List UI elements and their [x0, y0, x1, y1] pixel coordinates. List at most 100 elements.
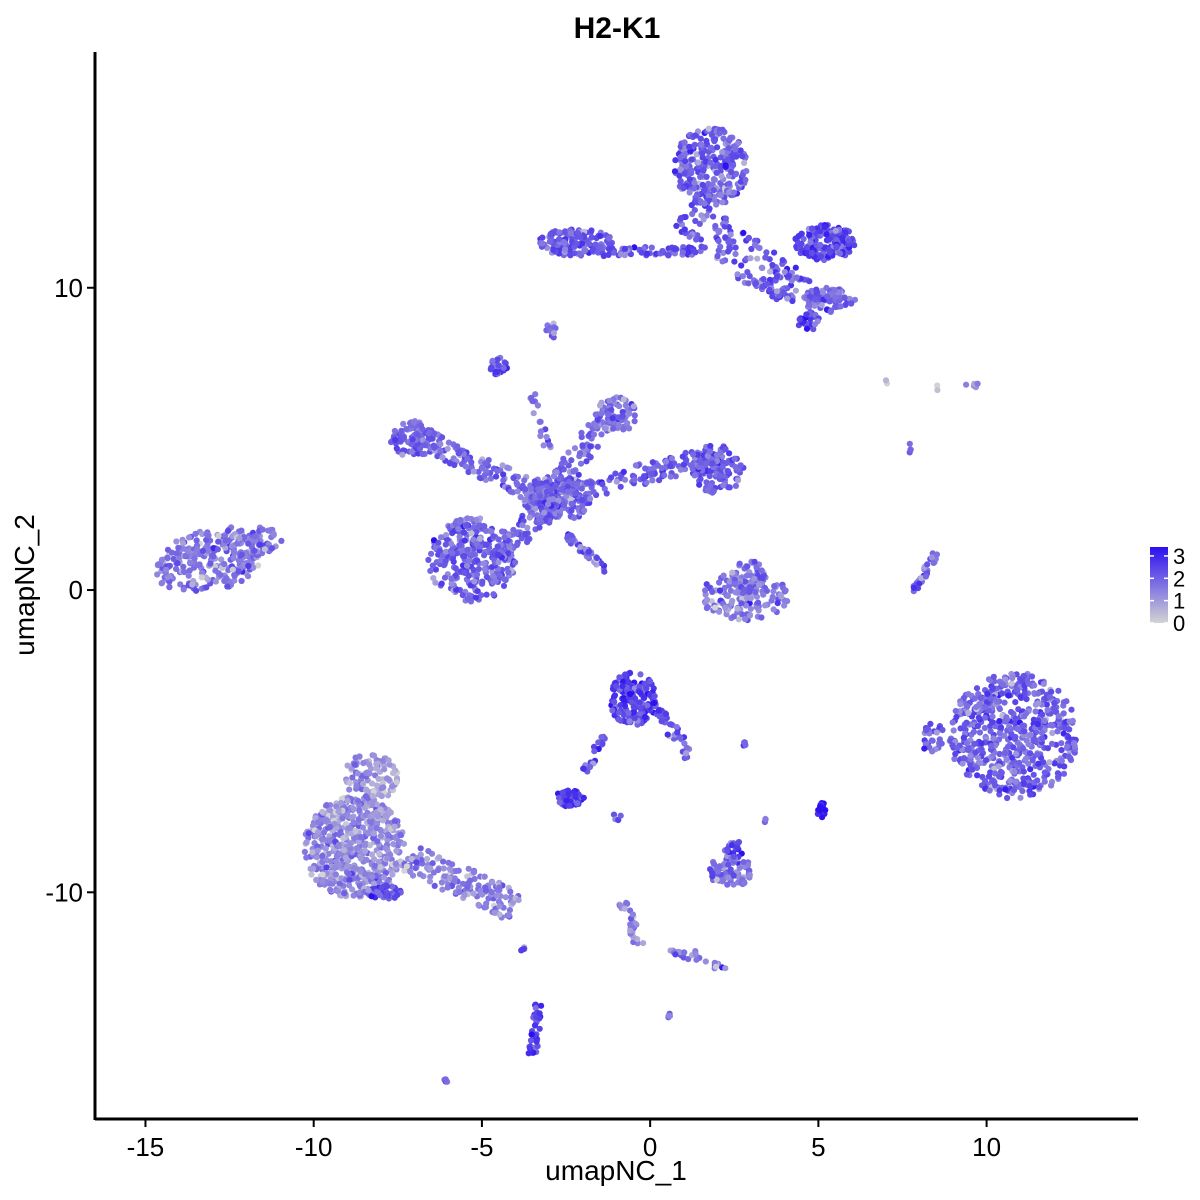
scatter-point: [784, 598, 791, 605]
scatter-point: [762, 816, 769, 823]
scatter-point: [1031, 682, 1038, 689]
scatter-point: [490, 551, 497, 558]
scatter-point: [497, 572, 504, 579]
color-legend-bar: [1150, 547, 1168, 623]
scatter-point: [192, 530, 199, 538]
scatter-point: [1020, 672, 1027, 680]
scatter-point: [706, 205, 713, 212]
scatter-point: [344, 762, 351, 769]
scatter-point: [806, 278, 813, 285]
scatter-point: [1004, 794, 1011, 802]
scatter-point: [649, 477, 656, 484]
scatter-point: [823, 231, 830, 238]
scatter-point: [672, 473, 679, 480]
scatter-point: [1058, 740, 1065, 747]
scatter-point: [795, 233, 802, 240]
scatter-point: [583, 458, 590, 465]
scatter-point: [166, 583, 173, 590]
scatter-point: [598, 431, 605, 438]
scatter-point: [755, 582, 763, 589]
scatter-point: [845, 237, 852, 244]
scatter-point: [1054, 728, 1061, 735]
scatter-point: [697, 173, 704, 180]
scatter-point: [986, 787, 993, 794]
scatter-point: [1008, 708, 1015, 716]
scatter-point: [746, 871, 753, 879]
scatter-point: [180, 563, 187, 570]
scatter-point: [725, 238, 732, 245]
scatter-point: [564, 533, 571, 540]
scatter-point: [805, 301, 813, 308]
scatter-point: [205, 547, 212, 554]
scatter-point: [759, 283, 766, 290]
scatter-point: [923, 727, 930, 734]
scatter-point: [470, 566, 477, 574]
scatter-point: [391, 823, 398, 830]
scatter-point: [590, 488, 597, 495]
scatter-point: [519, 522, 526, 529]
scatter-point: [454, 443, 461, 450]
scatter-point: [599, 740, 606, 747]
scatter-point: [464, 455, 471, 462]
scatter-point: [1041, 769, 1048, 776]
scatter-point: [222, 537, 229, 544]
scatter-point: [625, 679, 632, 686]
x-tick-label: 10: [972, 1132, 1001, 1162]
scatter-point: [605, 251, 612, 258]
scatter-point: [545, 501, 552, 508]
scatter-point: [265, 527, 272, 534]
scatter-point: [438, 534, 445, 541]
scatter-point: [490, 591, 497, 598]
scatter-point: [709, 460, 716, 467]
scatter-point: [620, 468, 627, 475]
scatter-point: [428, 435, 435, 442]
scatter-point: [751, 241, 759, 248]
scatter-point: [173, 538, 180, 545]
scatter-point: [671, 168, 679, 175]
scatter-point: [741, 159, 748, 166]
scatter-point: [481, 566, 488, 573]
scatter-point: [346, 780, 353, 787]
scatter-point: [440, 865, 447, 872]
scatter-point: [231, 572, 238, 580]
scatter-point: [792, 264, 799, 271]
scatter-point: [1021, 713, 1028, 720]
scatter-point: [686, 143, 693, 150]
scatter-point: [623, 899, 630, 906]
scatter-point: [572, 791, 579, 798]
scatter-point: [489, 573, 497, 580]
scatter-point: [384, 855, 391, 862]
scatter-point: [536, 516, 543, 523]
scatter-point: [767, 268, 774, 275]
scatter-point: [990, 673, 997, 680]
scatter-point: [210, 553, 217, 560]
scatter-point: [758, 614, 765, 621]
scatter-point: [811, 321, 819, 328]
scatter-point: [963, 771, 971, 778]
scatter-point: [553, 469, 560, 476]
scatter-point: [999, 681, 1007, 688]
scatter-point: [638, 249, 645, 256]
scatter-point: [561, 501, 568, 508]
scatter-point: [617, 483, 624, 490]
scatter-point: [539, 234, 546, 241]
scatter-point: [481, 523, 488, 530]
scatter-point: [627, 921, 634, 928]
scatter-point: [531, 1022, 539, 1029]
scatter-point: [340, 847, 347, 854]
scatter-point: [427, 865, 434, 872]
scatter-point: [832, 294, 839, 301]
scatter-point: [722, 604, 729, 611]
scatter-point: [438, 557, 445, 564]
scatter-point: [191, 555, 198, 562]
scatter-point: [236, 535, 243, 542]
scatter-point: [313, 876, 320, 884]
scatter-point: [541, 509, 548, 516]
scatter-point: [725, 861, 732, 868]
scatter-point: [717, 154, 724, 161]
scatter-point: [382, 845, 389, 852]
scatter-point: [1001, 749, 1009, 757]
scatter-point: [356, 753, 363, 760]
y-axis-label: umapNC_2: [9, 514, 40, 656]
scatter-point: [532, 391, 539, 398]
